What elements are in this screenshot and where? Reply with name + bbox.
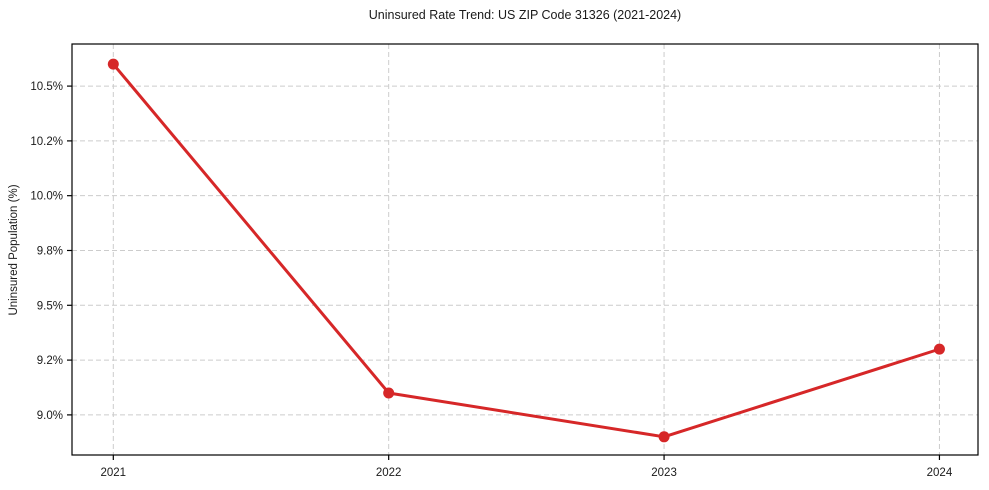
y-tick-label: 10.2% [30, 136, 63, 148]
x-tick-label: 2024 [927, 467, 953, 479]
chart-title: Uninsured Rate Trend: US ZIP Code 31326 … [368, 8, 682, 22]
data-point [658, 431, 670, 443]
y-tick-label: 10.5% [30, 81, 63, 93]
y-tick-label: 9.0% [37, 410, 63, 422]
data-point [383, 387, 395, 399]
y-tick-label: 9.2% [37, 355, 63, 367]
y-tick-label: 9.8% [37, 245, 63, 257]
data-point [933, 343, 945, 355]
line-series [111, 62, 941, 439]
x-tick-label: 2022 [376, 467, 402, 479]
y-tick-label: 9.5% [37, 300, 63, 312]
x-tick-label: 2023 [651, 467, 677, 479]
y-tick-label: 10.0% [30, 191, 63, 203]
plot-border [71, 43, 979, 456]
x-tick-label: 2021 [101, 467, 127, 479]
data-point [107, 58, 119, 70]
